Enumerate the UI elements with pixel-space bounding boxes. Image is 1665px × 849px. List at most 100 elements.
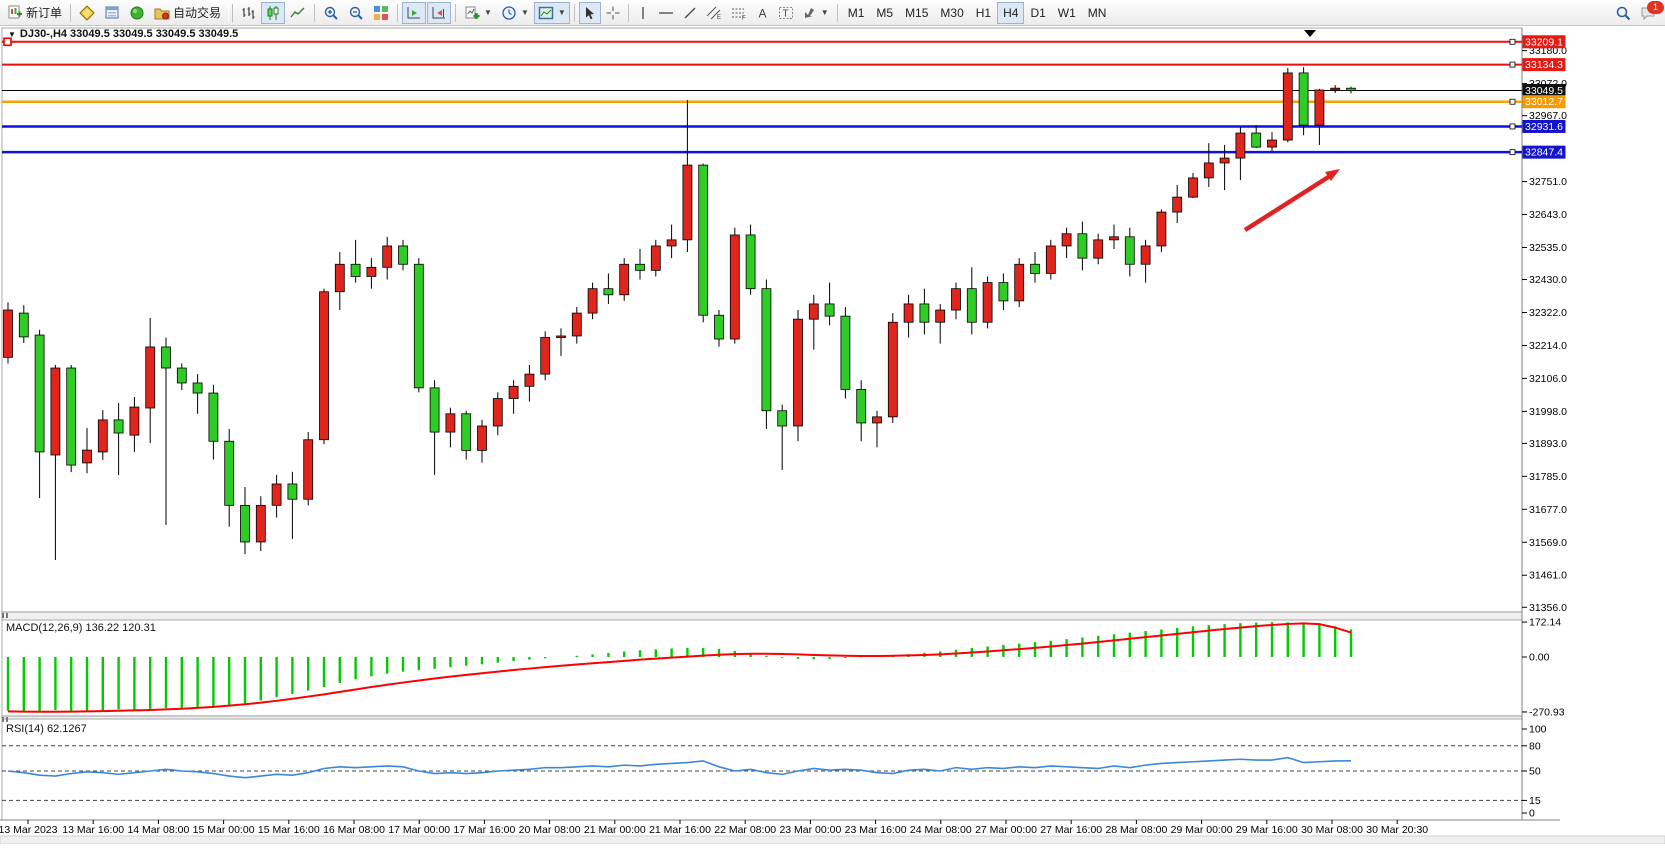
zoom-in-icon (324, 6, 338, 20)
svg-text:31461.0: 31461.0 (1529, 570, 1567, 582)
svg-text:30 Mar 20:30: 30 Mar 20:30 (1366, 824, 1428, 836)
svg-text:17 Mar 16:00: 17 Mar 16:00 (453, 824, 515, 836)
timeframe-h1-button[interactable]: H1 (970, 2, 997, 24)
zoom-out-button[interactable] (344, 2, 368, 24)
new-chart-button[interactable]: ▼ (460, 2, 496, 24)
template-button[interactable]: ▼ (533, 1, 570, 24)
zoom-in-button[interactable] (319, 2, 343, 24)
timeframe-m30-button[interactable]: M30 (934, 2, 969, 24)
search-icon (1616, 6, 1631, 20)
search-button[interactable] (1611, 2, 1635, 24)
market-watch-button[interactable] (75, 2, 99, 24)
data-window-icon (105, 6, 119, 18)
navigator-button[interactable] (125, 2, 149, 24)
svg-text:15: 15 (1529, 795, 1541, 807)
data-window-button[interactable] (100, 2, 124, 24)
chart-window: 33180.033072.032967.032751.032643.032535… (0, 26, 1665, 845)
toolbar-separator (70, 3, 72, 22)
cursor-button[interactable] (578, 1, 601, 24)
svg-text:172.14: 172.14 (1529, 617, 1561, 629)
svg-text:29 Mar 00:00: 29 Mar 00:00 (1171, 824, 1233, 836)
svg-text:0.00: 0.00 (1529, 652, 1550, 664)
toolbar-separator (455, 3, 457, 22)
text-label-icon: T (778, 6, 793, 19)
svg-text:33049.5: 33049.5 (1525, 85, 1563, 97)
toolbar-separator (573, 3, 575, 22)
new-order-icon (8, 5, 22, 19)
timeframe-group: M1 M5 M15 M30 H1 H4 D1 W1 MN (842, 1, 1113, 24)
auto-scroll-button[interactable] (402, 1, 427, 24)
trendline-button[interactable] (679, 2, 701, 24)
svg-text:A: A (758, 6, 766, 20)
timeframe-h4-button[interactable]: H4 (997, 1, 1025, 24)
vertical-line-button[interactable] (633, 2, 653, 24)
svg-text:E: E (717, 15, 721, 20)
timeframe-w1-button[interactable]: W1 (1052, 2, 1082, 24)
text-label-button[interactable]: T (774, 2, 798, 24)
svg-text:80: 80 (1529, 740, 1541, 752)
svg-text:30 Mar 08:00: 30 Mar 08:00 (1301, 824, 1363, 836)
svg-text:27 Mar 00:00: 27 Mar 00:00 (975, 824, 1037, 836)
svg-text:24 Mar 08:00: 24 Mar 08:00 (910, 824, 972, 836)
chart-template-icon (538, 6, 554, 19)
toolbar-separator (397, 3, 399, 22)
profiles-button[interactable]: ▼ (497, 2, 533, 24)
svg-text:28 Mar 08:00: 28 Mar 08:00 (1105, 824, 1167, 836)
bar-chart-button[interactable] (236, 2, 260, 24)
svg-text:0: 0 (1529, 808, 1535, 820)
horizontal-line-button[interactable] (654, 2, 678, 24)
rsi-label: RSI(14) 62.1267 (6, 723, 87, 735)
svg-text:31893.0: 31893.0 (1529, 438, 1567, 450)
timeframe-m5-button[interactable]: M5 (870, 2, 899, 24)
svg-text:32643.0: 32643.0 (1529, 209, 1567, 221)
svg-text:32751.0: 32751.0 (1529, 176, 1567, 188)
chart-shift-icon (432, 6, 446, 18)
chart-title-text: DJ30-,H4 33049.5 33049.5 33049.5 33049.5 (19, 28, 239, 40)
candlestick-chart-button[interactable] (261, 1, 286, 24)
fibonacci-button[interactable]: F (727, 2, 751, 24)
svg-text:22 Mar 08:00: 22 Mar 08:00 (714, 824, 776, 836)
new-order-button[interactable]: 新订单 (4, 2, 66, 24)
svg-text:16 Mar 08:00: 16 Mar 08:00 (323, 824, 385, 836)
new-order-label: 新订单 (26, 6, 63, 20)
price-chart[interactable]: 33180.033072.032967.032751.032643.032535… (0, 26, 1665, 845)
symbol-dropdown-icon[interactable]: ▼ (8, 29, 16, 39)
svg-text:20 Mar 08:00: 20 Mar 08:00 (519, 824, 581, 836)
navigator-icon (130, 6, 144, 19)
equidistant-channel-button[interactable]: E (702, 2, 726, 24)
svg-text:31569.0: 31569.0 (1529, 537, 1567, 549)
arrows-button[interactable]: ▼ (799, 2, 833, 24)
toolbar-separator (836, 3, 838, 22)
tile-windows-button[interactable] (369, 2, 393, 24)
svg-text:T: T (782, 8, 788, 19)
timeframe-mn-button[interactable]: MN (1082, 2, 1113, 24)
timeframe-m15-button[interactable]: M15 (899, 2, 934, 24)
crosshair-button[interactable] (602, 2, 624, 24)
bar-chart-icon (242, 6, 255, 19)
timeframe-d1-button[interactable]: D1 (1024, 2, 1051, 24)
svg-text:32106.0: 32106.0 (1529, 373, 1567, 385)
new-chart-icon (465, 6, 480, 19)
chart-shift-button[interactable] (427, 1, 452, 24)
svg-text:31677.0: 31677.0 (1529, 504, 1567, 516)
market-watch-icon (79, 4, 95, 21)
trendline-icon (684, 7, 696, 18)
macd-label: MACD(12,26,9) 136.22 120.31 (6, 622, 156, 634)
auto-scroll-icon (407, 6, 421, 18)
timeframe-m1-button[interactable]: M1 (842, 2, 871, 24)
auto-trading-button[interactable]: 自动交易 (150, 2, 225, 24)
svg-text:17 Mar 00:00: 17 Mar 00:00 (388, 824, 450, 836)
svg-text:13 Mar 2023: 13 Mar 2023 (0, 824, 58, 836)
text-button[interactable]: A (752, 2, 773, 24)
svg-text:15 Mar 16:00: 15 Mar 16:00 (258, 824, 320, 836)
channel-icon: E (706, 6, 721, 20)
svg-text:32847.4: 32847.4 (1525, 147, 1563, 159)
notifications-button[interactable]: 1 (1636, 0, 1664, 24)
fibonacci-icon: F (731, 8, 746, 20)
svg-text:21 Mar 00:00: 21 Mar 00:00 (584, 824, 646, 836)
svg-text:13 Mar 16:00: 13 Mar 16:00 (62, 824, 124, 836)
line-chart-button[interactable] (286, 2, 310, 24)
notification-badge: 1 (1647, 0, 1664, 14)
svg-text:100: 100 (1529, 724, 1547, 736)
svg-text:32931.6: 32931.6 (1525, 121, 1563, 133)
